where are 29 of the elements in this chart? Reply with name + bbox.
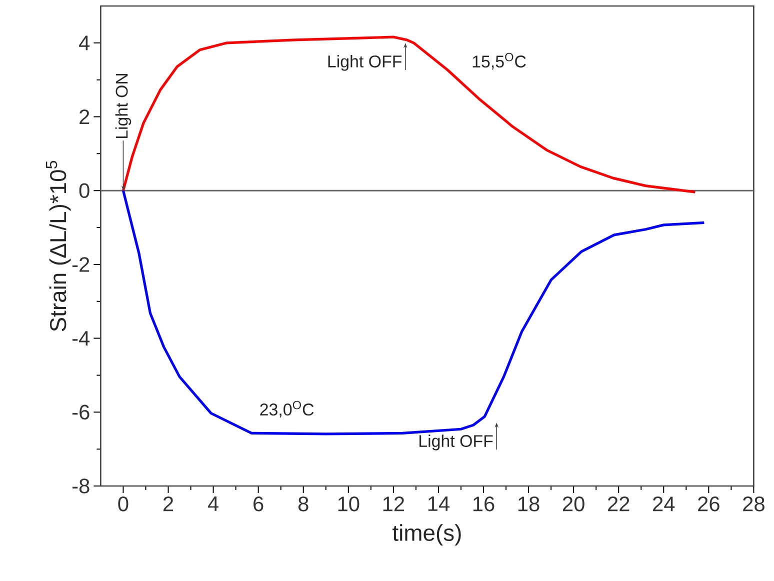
- annotation: 23,0$^{O}$C: [260, 400, 314, 418]
- x-tick-label: 26: [698, 496, 720, 512]
- y-tick-label: -2: [72, 257, 90, 272]
- y-axis-title: Strain (ΔL/L)*10$^{5}$: [46, 160, 71, 332]
- y-tick-label: -4: [72, 331, 90, 346]
- x-tick-label: 14: [428, 496, 450, 511]
- annotation: Light OFF: [420, 434, 493, 450]
- y-tick-label: -6: [72, 404, 90, 420]
- x-tick-label: 6: [254, 496, 264, 512]
- annotation: 15,5$^{O}$C: [472, 52, 526, 70]
- y-tick-label: 4: [79, 36, 90, 50]
- y-tick-label: -8: [72, 478, 90, 494]
- x-tick-label: 16: [473, 496, 494, 512]
- x-tick-label: 18: [518, 496, 540, 512]
- x-tick-label: 10: [338, 496, 360, 512]
- x-tick-label: 22: [608, 496, 630, 512]
- x-tick-label: 20: [562, 496, 584, 512]
- x-tick-label: 0: [118, 496, 128, 512]
- annotation: Light OFF: [328, 55, 402, 71]
- annotation: Light ON: [115, 74, 132, 138]
- y-tick-label: 0: [79, 183, 90, 198]
- x-axis-title: time(s): [392, 524, 461, 546]
- x-tick-label: 2: [163, 496, 174, 512]
- x-tick-label: 4: [208, 496, 218, 511]
- x-tick-label: 12: [383, 496, 404, 512]
- x-tick-label: 24: [653, 496, 675, 512]
- x-tick-label: 28: [743, 496, 764, 512]
- y-tick-label: 2: [80, 109, 90, 124]
- x-tick-label: 8: [298, 496, 308, 512]
